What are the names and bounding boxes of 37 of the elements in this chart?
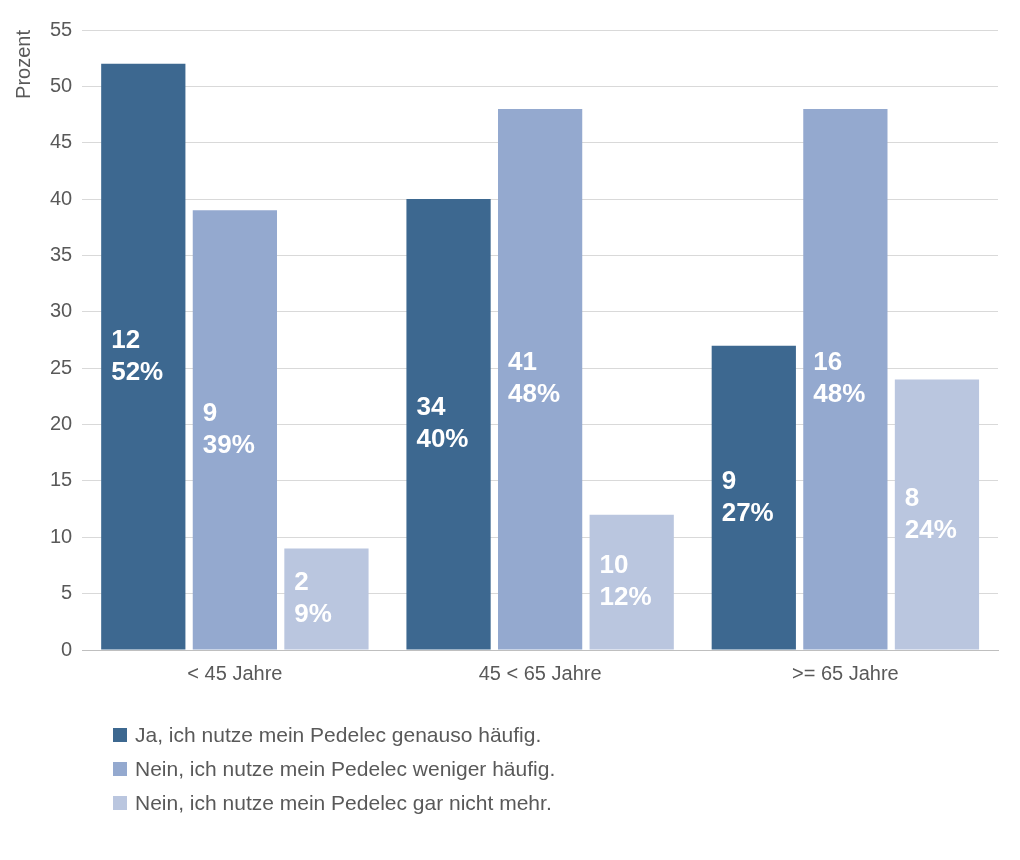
bar [284,548,369,650]
x-tick-label: >= 65 Jahre [792,661,899,684]
y-axis-title: Prozent [11,29,34,99]
data-label: 8 24% [904,481,957,544]
bar [406,199,491,650]
bar [101,63,186,650]
data-label: 2 9% [294,566,332,629]
y-tick-label: 20 [50,412,73,435]
data-label: 10 12% [599,549,652,612]
y-tick-label: 30 [50,299,73,322]
y-tick-label: 55 [50,17,73,40]
bar [894,379,980,650]
data-label: 41 48% [508,346,561,409]
y-tick-label: 5 [61,581,73,604]
y-tick-label: 50 [50,73,73,96]
bar [803,108,888,650]
x-tick-label: 45 < 65 Jahre [478,661,602,684]
data-label: 9 39% [202,397,255,460]
bar [192,210,277,650]
x-tick-label: < 45 Jahre [187,661,283,684]
data-label: 34 40% [416,391,469,454]
y-tick-label: 10 [50,524,73,547]
bar [711,345,796,650]
y-tick-label: 40 [50,186,73,209]
y-tick-label: 45 [50,130,73,153]
bar [589,514,674,650]
y-tick-label: 15 [50,468,73,491]
y-tick-label: 0 [61,637,73,660]
legend-label: Ja, ich nutze mein Pedelec genauso häufig. [135,723,542,747]
bar [498,108,583,650]
data-label: 9 27% [721,464,774,527]
y-tick-label: 35 [50,242,73,265]
data-label: 12 52% [111,323,164,386]
y-tick-label: 25 [50,355,73,378]
legend-label: Nein, ich nutze mein Pedelec weniger häufig. [135,757,556,781]
data-label: 16 48% [813,346,866,409]
legend-label: Nein, ich nutze mein Pedelec gar nicht mehr. [135,791,552,815]
